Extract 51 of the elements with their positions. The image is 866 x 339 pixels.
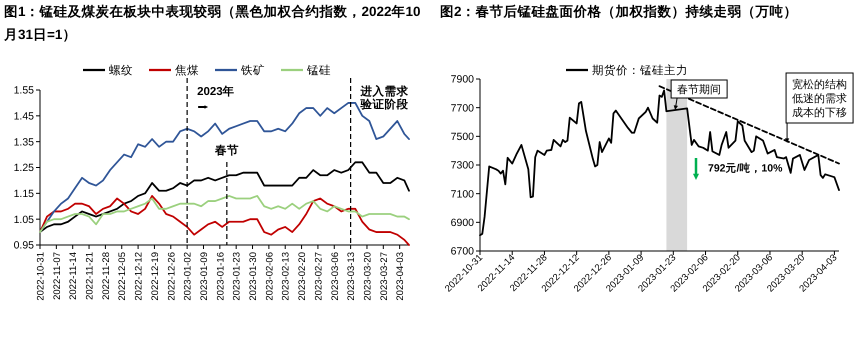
chart-title: 图1：锰硅及煤炭在板块中表现较弱（黑色加权合约指数，2022年10月31日=1） — [3, 4, 421, 42]
y-tick-label: 1.25 — [14, 162, 34, 174]
x-tick-label: 2022-11-28 — [100, 252, 112, 300]
y-tick-label: 7700 — [450, 102, 474, 114]
x-tick-label: 2022-12-19 — [150, 252, 161, 301]
y-tick-label: 1.55 — [14, 84, 34, 97]
x-tick-label: 2023-01-23 — [232, 252, 243, 301]
x-tick-label: 2023-03-06 — [330, 252, 341, 301]
line-series — [39, 195, 410, 233]
legend-label: 铁矿 — [240, 63, 265, 78]
x-tick-label: 2023-04-03 — [395, 252, 406, 301]
y-tick-label: 6900 — [450, 217, 474, 230]
x-tick-label: 2023-01-16 — [215, 252, 226, 301]
y-tick-label: 1.05 — [14, 214, 34, 226]
x-tick-label: 2023-02-13 — [280, 252, 292, 301]
x-tick-label: 2023-03-20 — [362, 252, 374, 301]
x-tick-label: 2022-12-26 — [166, 252, 178, 301]
x-tick-label: 2023-02-27 — [313, 252, 324, 301]
annotation: 792元/吨，10% — [708, 162, 784, 175]
legend-label: 期货价：锰硅主力 — [592, 63, 688, 78]
x-tick-label: 2023-01-09 — [198, 252, 210, 301]
x-tick-label: 2023-03-13 — [346, 252, 358, 301]
ref-line-label: 2023年 — [197, 84, 235, 98]
x-tick-label: 2022-12-05 — [117, 252, 128, 301]
legend-label: 锰硅 — [306, 64, 331, 78]
y-tick-label: 7900 — [450, 74, 474, 86]
x-tick-label: 2023-02-20 — [297, 252, 308, 301]
annotation: 宽松的结构低迷的需求成本的下移 — [792, 78, 848, 119]
y-tick-label: 0.95 — [14, 240, 34, 252]
x-tick-label: 2022-12-12 — [134, 252, 145, 301]
x-tick-label: 2022-11-14 — [68, 252, 80, 300]
y-tick-label: 1.15 — [14, 188, 34, 200]
y-tick-label: 7500 — [450, 131, 474, 144]
chart-title: 图2：春节后锰硅盘面价格（加权指数）持续走弱（万吨） — [440, 3, 798, 19]
band-label: 春节期间 — [677, 83, 722, 96]
x-tick-label: 2023-03-27 — [378, 252, 390, 301]
x-tick-label: 2023-02-06 — [264, 252, 276, 301]
y-tick-label: 7100 — [450, 188, 474, 200]
ref-line-label: 春节 — [214, 143, 239, 157]
x-tick-label: 2022-10-31 — [36, 252, 46, 301]
legend-label: 焦煤 — [175, 64, 199, 78]
y-tick-label: 6700 — [450, 246, 474, 258]
y-tick-label: 1.35 — [14, 136, 34, 148]
x-tick-label: 2023-01-02 — [182, 252, 194, 301]
y-tick-label: 7300 — [450, 160, 474, 172]
x-tick-label: 2023-01-30 — [248, 252, 260, 301]
x-tick-label: 2022-11-21 — [84, 252, 96, 300]
y-tick-label: 1.45 — [14, 110, 34, 123]
ref-line-label: 进入需求验证阶段 — [360, 84, 410, 111]
legend-label: 螺纹 — [109, 64, 133, 78]
x-tick-label: 2022-11-07 — [52, 252, 63, 300]
